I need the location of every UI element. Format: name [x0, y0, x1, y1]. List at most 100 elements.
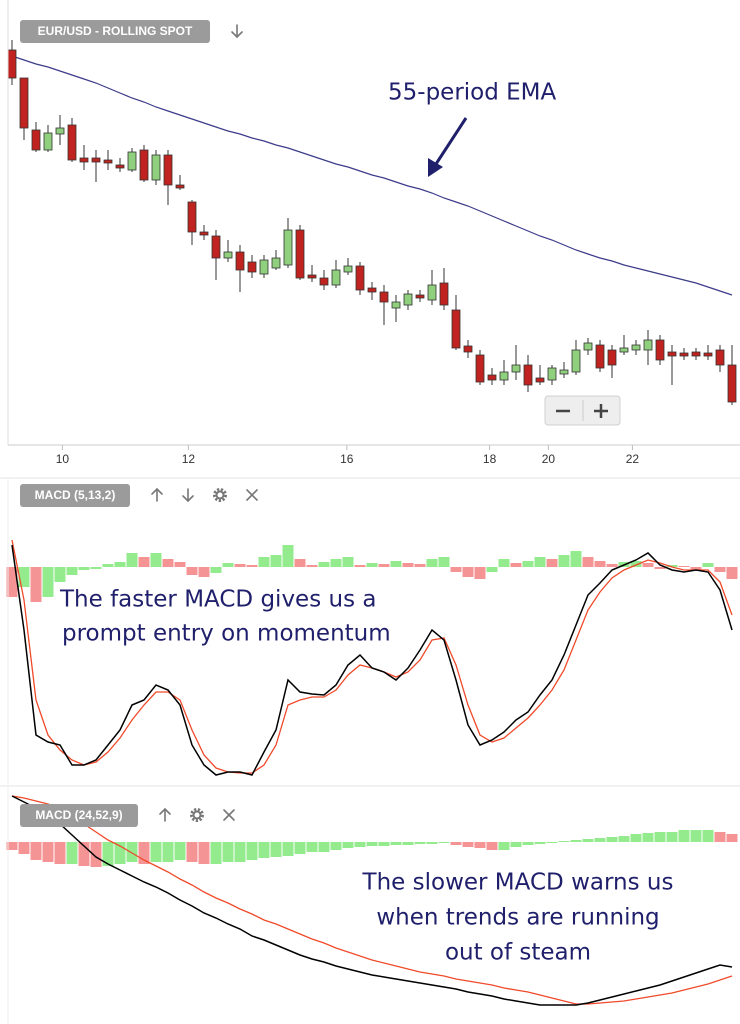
- zoom-in[interactable]: [594, 404, 608, 418]
- symbol-label[interactable]: EUR/USD - ROLLING SPOT: [38, 24, 193, 38]
- candle-body: [139, 149, 149, 181]
- histogram-bar: [210, 842, 222, 864]
- histogram-bar: [654, 567, 666, 569]
- candle-body: [643, 339, 653, 351]
- histogram-bar: [114, 562, 126, 567]
- move-down-icon[interactable]: [231, 24, 243, 39]
- ema-line: [11, 55, 733, 296]
- histogram-bar: [450, 567, 462, 572]
- candle-body: [223, 251, 233, 259]
- candle-body: [607, 349, 617, 366]
- histogram-bar: [378, 564, 390, 567]
- histogram-bar: [426, 842, 438, 844]
- histogram-bar: [534, 842, 546, 844]
- candle-body: [547, 367, 557, 381]
- histogram-bar: [150, 842, 162, 862]
- histogram-bar: [630, 834, 642, 842]
- histogram-bar: [402, 842, 414, 845]
- candle-body: [535, 377, 545, 383]
- histogram-bar: [42, 567, 54, 597]
- candle-body: [175, 184, 185, 189]
- indicator-label-box[interactable]: [20, 484, 130, 507]
- histogram-bar: [318, 562, 330, 567]
- histogram-bar: [282, 545, 294, 567]
- candle-body: [199, 231, 209, 236]
- histogram-bar: [474, 842, 486, 848]
- histogram-bar: [54, 842, 66, 864]
- candle-body: [115, 164, 125, 169]
- histogram-bar: [18, 567, 30, 587]
- histogram-bar: [318, 842, 330, 852]
- histogram-bar: [162, 559, 174, 567]
- histogram-bar: [342, 557, 354, 567]
- histogram-bar: [606, 564, 618, 567]
- candle-body: [511, 364, 521, 373]
- indicator-label[interactable]: MACD (5,13,2): [35, 488, 116, 502]
- histogram-bar: [366, 563, 378, 567]
- histogram-bar: [258, 557, 270, 567]
- histogram-bar: [726, 567, 738, 579]
- candle-body: [403, 293, 413, 306]
- histogram-bar: [18, 842, 30, 854]
- histogram-bar: [114, 842, 126, 864]
- candle-body: [331, 269, 341, 286]
- histogram-bar: [582, 557, 594, 567]
- candle-body: [631, 344, 641, 351]
- macd-line: [11, 795, 733, 1006]
- candle-body: [451, 309, 461, 349]
- histogram-bar: [618, 836, 630, 842]
- close-icon[interactable]: [223, 809, 235, 821]
- ema-annotation: 55-period EMA: [388, 80, 557, 106]
- histogram-bar: [462, 567, 474, 577]
- x-tick-label: 18: [483, 452, 497, 466]
- candle-body: [715, 349, 725, 366]
- histogram-bar: [642, 833, 654, 842]
- histogram-bar: [546, 559, 558, 567]
- candle-body: [415, 294, 425, 299]
- macd-annotation: when trends are running: [376, 905, 659, 931]
- histogram-bar: [462, 842, 474, 847]
- candle-body: [727, 364, 737, 403]
- candle-body: [691, 351, 701, 357]
- histogram-bar: [558, 841, 570, 842]
- histogram-bar: [90, 567, 102, 569]
- candle-body: [79, 157, 89, 163]
- signal-line: [11, 795, 733, 1005]
- candle-body: [583, 342, 593, 351]
- histogram-bar: [690, 567, 702, 570]
- x-tick-label: 20: [542, 452, 556, 466]
- histogram-bar: [30, 842, 42, 860]
- histogram-bar: [174, 562, 186, 567]
- histogram-bar: [474, 567, 486, 579]
- histogram-bar: [126, 842, 138, 862]
- histogram-bar: [606, 837, 618, 842]
- histogram-bar: [150, 553, 162, 567]
- move-up-icon[interactable]: [159, 807, 171, 822]
- candle-body: [211, 235, 221, 259]
- macd-annotation: The slower MACD warns us: [362, 870, 674, 896]
- indicator-label-box[interactable]: [20, 804, 138, 827]
- move-up-icon[interactable]: [151, 487, 163, 502]
- histogram-bar: [90, 842, 102, 867]
- symbol-label-box[interactable]: [20, 20, 210, 43]
- histogram-bar: [66, 842, 78, 864]
- settings-icon[interactable]: [213, 488, 227, 502]
- candle-body: [259, 259, 269, 275]
- histogram-bar: [138, 842, 150, 864]
- candle-body: [19, 77, 29, 129]
- histogram-bar: [702, 830, 714, 842]
- histogram-bar: [690, 830, 702, 842]
- candle-body: [439, 282, 449, 306]
- settings-icon[interactable]: [190, 808, 204, 822]
- close-icon[interactable]: [246, 489, 258, 501]
- indicator-label[interactable]: MACD (24,52,9): [35, 808, 122, 822]
- histogram-bar: [498, 842, 510, 850]
- move-down-icon[interactable]: [182, 488, 194, 503]
- histogram-bar: [714, 567, 726, 572]
- candle-body: [703, 352, 713, 357]
- histogram-bar: [486, 842, 498, 850]
- histogram-bar: [42, 842, 54, 862]
